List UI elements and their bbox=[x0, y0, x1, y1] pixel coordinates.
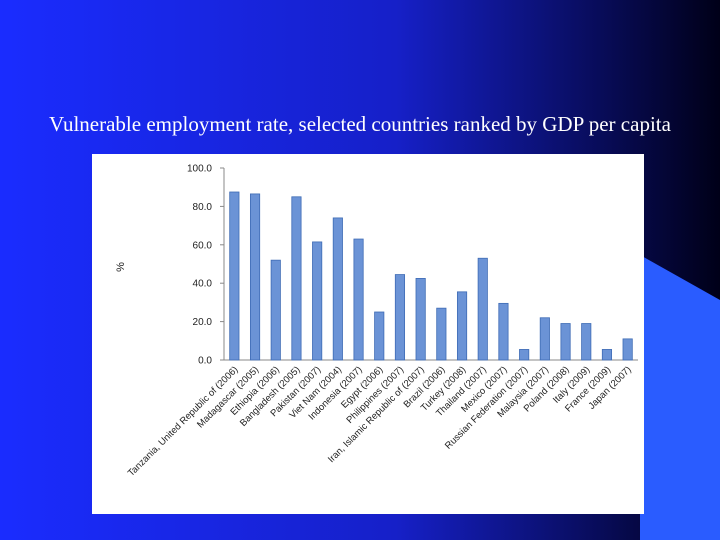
bar bbox=[477, 257, 488, 361]
bar bbox=[374, 311, 385, 361]
y-tick-label: 40.0 bbox=[193, 279, 213, 290]
y-tick-label: 20.0 bbox=[193, 317, 213, 328]
y-tick-label: 60.0 bbox=[193, 240, 213, 251]
bar bbox=[249, 193, 261, 361]
y-tick-label: 80.0 bbox=[193, 202, 213, 213]
bar bbox=[539, 317, 550, 361]
decorative-corner-shape bbox=[640, 255, 720, 540]
y-tick-label: 100.0 bbox=[187, 164, 212, 175]
chart-panel: 0.0 20.0 40.0 60.0 80.0 100.0% Tanzania, Unit… bbox=[92, 154, 644, 514]
y-axis-label: % bbox=[115, 262, 127, 272]
bar bbox=[601, 349, 613, 361]
bar bbox=[456, 291, 468, 361]
bar bbox=[519, 349, 530, 361]
x-category-label: Tanzania, United Republic of (2006) bbox=[126, 364, 241, 479]
bar-chart: 0.0 20.0 40.0 60.0 80.0 100.0% Tanzania, Unit… bbox=[115, 164, 638, 479]
bar bbox=[415, 278, 426, 361]
slide-title: Vulnerable employment rate, selected cou… bbox=[49, 112, 671, 136]
bar bbox=[312, 241, 323, 361]
bar bbox=[270, 259, 281, 361]
label-layer: Tanzania, United Republic of (2006)Madag… bbox=[126, 364, 634, 479]
bar bbox=[436, 307, 447, 361]
bar bbox=[353, 238, 364, 361]
axis-layer: 0.0 20.0 40.0 60.0 80.0 100.0% bbox=[115, 164, 638, 367]
bar bbox=[581, 323, 592, 361]
bar bbox=[622, 338, 633, 361]
bar bbox=[291, 196, 302, 361]
y-tick-label: 0.0 bbox=[198, 356, 212, 367]
bar bbox=[229, 191, 240, 361]
bar bbox=[394, 274, 406, 361]
bar bbox=[332, 217, 343, 361]
bar bbox=[498, 302, 509, 361]
bar-layer bbox=[229, 191, 633, 361]
bar bbox=[560, 323, 571, 361]
